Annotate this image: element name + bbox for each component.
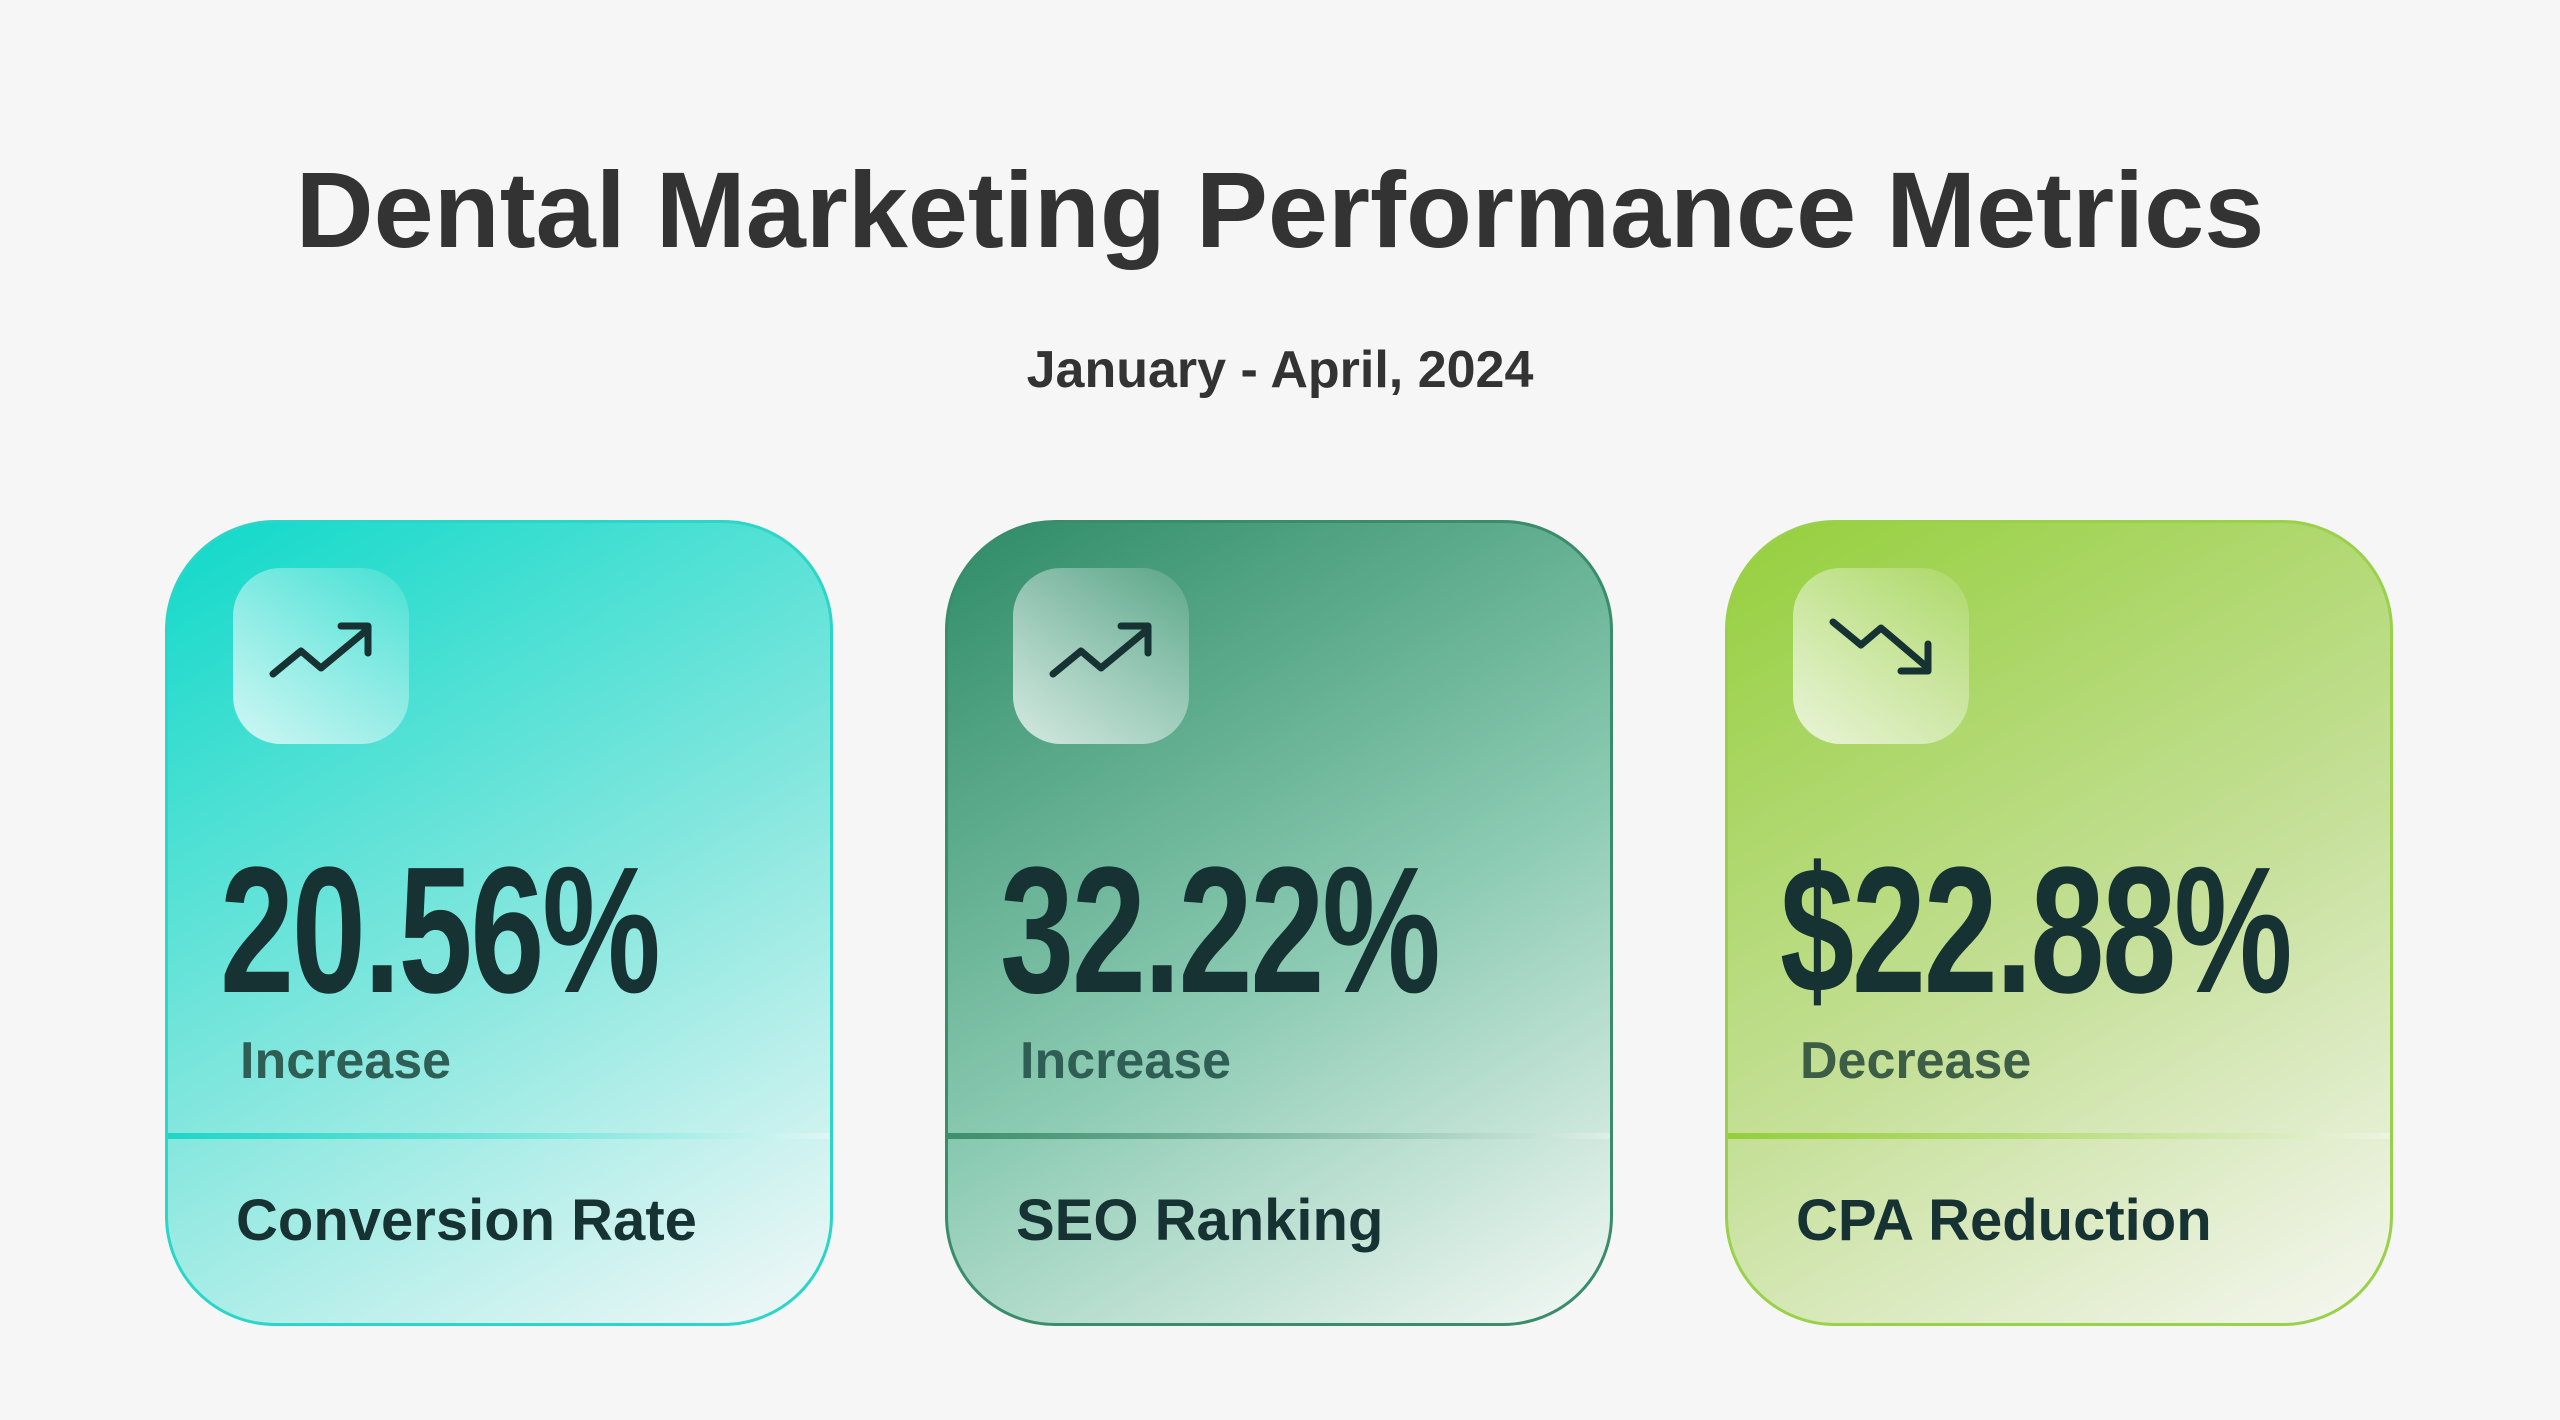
metric-change: Increase — [1020, 1032, 1232, 1090]
date-range: January - April, 2024 — [1026, 341, 1534, 399]
divider — [1728, 1133, 2390, 1139]
metric-card-seo-ranking: 32.22% Increase SEO Ranking — [945, 520, 1613, 1326]
divider — [948, 1133, 1610, 1139]
metric-label: SEO Ranking — [1016, 1188, 1384, 1253]
metric-value: 20.56% — [220, 830, 661, 1031]
divider — [168, 1133, 830, 1139]
metric-card-cpa-reduction: $22.88% Decrease CPA Reduction — [1725, 520, 2393, 1326]
metric-change: Decrease — [1800, 1032, 2032, 1090]
metric-label: CPA Reduction — [1796, 1188, 2212, 1253]
trending-down-icon — [1793, 568, 1969, 744]
trending-up-icon — [233, 568, 409, 744]
metric-card-conversion-rate: 20.56% Increase Conversion Rate — [165, 520, 833, 1326]
metric-value: 32.22% — [1000, 830, 1441, 1031]
metric-label: Conversion Rate — [236, 1188, 697, 1253]
page-title: Dental Marketing Performance Metrics — [295, 149, 2265, 270]
metric-value: $22.88% — [1780, 830, 2293, 1031]
trending-up-icon — [1013, 568, 1189, 744]
metric-change: Increase — [240, 1032, 452, 1090]
